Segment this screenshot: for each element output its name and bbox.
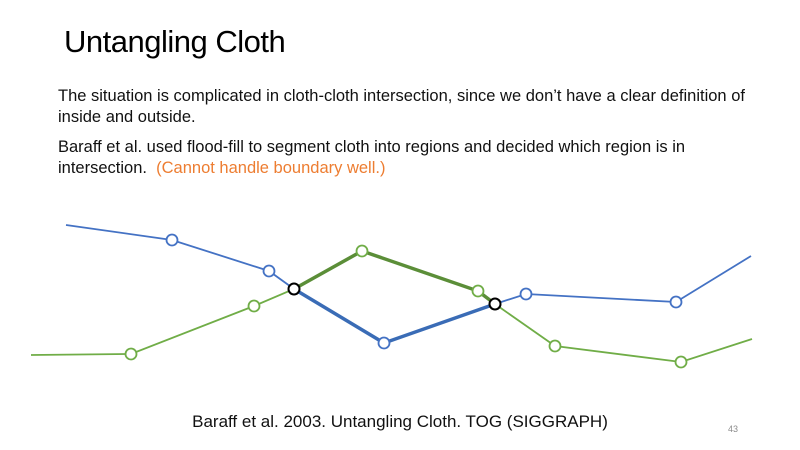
flood-fill-text: Baraff et al. used flood-fill to segment… xyxy=(58,138,686,177)
intersection-vertex xyxy=(488,297,502,311)
green-cloth-curve xyxy=(30,250,753,363)
slide-title: Untangling Cloth xyxy=(64,24,286,59)
blue-vertex xyxy=(519,287,533,301)
green-vertex xyxy=(471,284,485,298)
blue-vertex xyxy=(377,336,391,350)
body-text: The situation is complicated in cloth-cl… xyxy=(58,86,758,188)
paragraph-cloth-intersection: The situation is complicated in cloth-cl… xyxy=(58,87,745,126)
slide-number: 43 xyxy=(728,424,739,434)
green-vertex xyxy=(247,299,261,313)
blue-vertex xyxy=(669,295,683,309)
blue-vertex xyxy=(165,233,179,247)
paragraph-flood-fill: Baraff et al. used flood-fill to segment… xyxy=(58,137,758,179)
green-vertex xyxy=(674,355,688,369)
green-vertex xyxy=(124,347,138,361)
intersection-vertices xyxy=(287,282,502,311)
green-intersecting-segment xyxy=(293,249,497,306)
blue-intersecting-segment xyxy=(293,287,496,345)
blue-vertices xyxy=(165,233,683,350)
boundary-note: (Cannot handle boundary well.) xyxy=(156,159,386,177)
green-vertices xyxy=(124,244,688,369)
intersection-vertex xyxy=(287,282,301,296)
blue-vertex xyxy=(262,264,276,278)
green-vertex xyxy=(355,244,369,258)
green-vertex xyxy=(548,339,562,353)
citation: Baraff et al. 2003. Untangling Cloth. TO… xyxy=(192,412,608,431)
